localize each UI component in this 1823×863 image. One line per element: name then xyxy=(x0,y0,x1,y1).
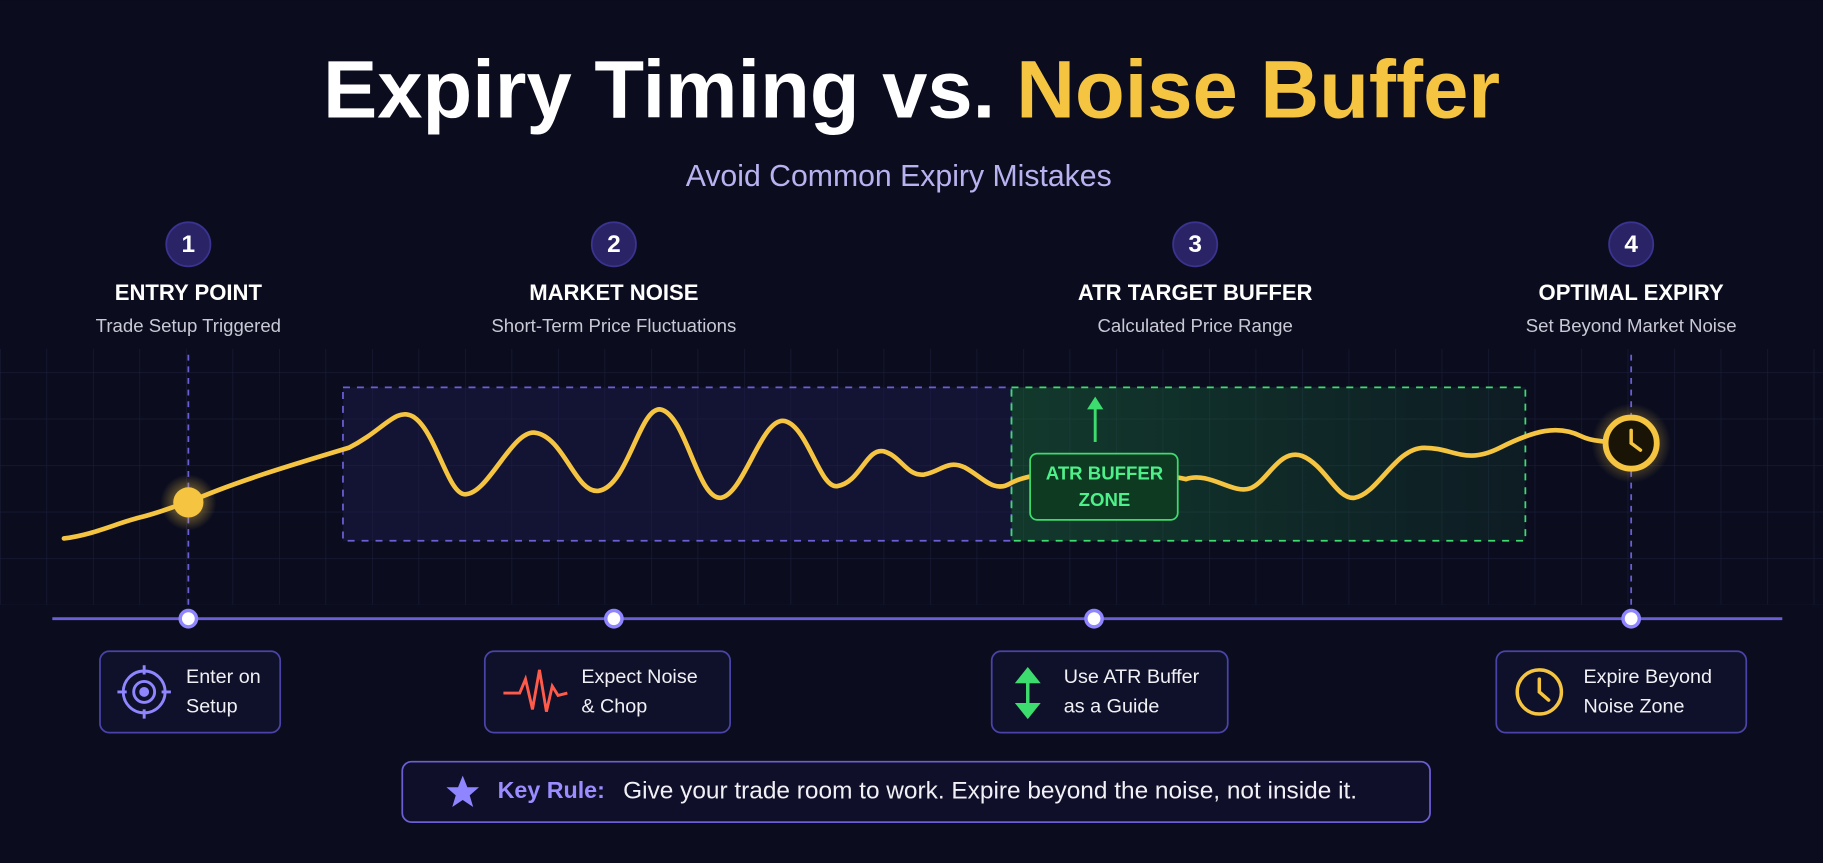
step-title: OPTIMAL EXPIRY xyxy=(1539,280,1725,305)
tip-text: as a Guide xyxy=(1064,695,1160,717)
tip-text: & Chop xyxy=(581,695,647,717)
step-number: 3 xyxy=(1188,231,1202,258)
buffer-icon xyxy=(1014,667,1041,720)
step-subtitle: Set Beyond Market Noise xyxy=(1526,315,1737,336)
zone-label: ZONE xyxy=(1079,489,1131,510)
tip-box xyxy=(1495,650,1748,734)
arrow-head xyxy=(1087,396,1104,410)
step-number: 1 xyxy=(182,231,196,258)
tips: Enter on Setup Expect Noise & Chop Use ATR B… xyxy=(99,650,1748,734)
key-rule-text: Give your trade room to work. Expire bey… xyxy=(623,777,1357,804)
tip-text: Enter on xyxy=(186,666,261,688)
clock-hands xyxy=(1629,428,1643,452)
key-rule-box xyxy=(401,760,1431,824)
tip-icons xyxy=(117,665,1564,720)
key-rule-label: Key Rule: xyxy=(498,777,605,803)
title: Expiry Timing vs. Noise Buffer xyxy=(323,44,1500,135)
step-number: 4 xyxy=(1624,231,1638,258)
tip-text: Setup xyxy=(186,695,238,717)
tip-box xyxy=(99,650,282,734)
step-badge xyxy=(165,221,212,268)
step-subtitle: Short-Term Price Fluctuations xyxy=(491,315,736,336)
tip-text: Use ATR Buffer xyxy=(1064,666,1200,688)
timeline-dot xyxy=(1084,608,1104,629)
steps: 1 ENTRY POINT Trade Setup Triggered 2 MARKET… xyxy=(96,221,1737,629)
price-curve xyxy=(61,407,1634,541)
step-badge xyxy=(1172,221,1219,268)
step-title: ENTRY POINT xyxy=(115,280,263,305)
timeline-dot xyxy=(178,608,199,629)
subtitle: Avoid Common Expiry Mistakes xyxy=(686,160,1112,193)
zone-label-box xyxy=(1029,452,1179,521)
tip-text: Expire Beyond xyxy=(1583,666,1711,688)
timeline-dot xyxy=(1621,608,1642,629)
title-main: Expiry Timing vs. xyxy=(323,44,995,135)
step-title: MARKET NOISE xyxy=(529,280,698,305)
timeline-dot xyxy=(603,608,624,629)
title-highlight: Noise Buffer xyxy=(1016,44,1500,135)
step-badge xyxy=(1608,221,1655,268)
step-title: ATR TARGET BUFFER xyxy=(1078,280,1313,305)
clock-icon xyxy=(1515,668,1564,716)
step-subtitle: Trade Setup Triggered xyxy=(96,315,281,336)
noise-icon xyxy=(503,669,568,713)
tip-text: Noise Zone xyxy=(1583,695,1684,717)
step-number: 2 xyxy=(607,231,621,258)
tip-text: Expect Noise xyxy=(581,666,697,688)
zone-label: ATR BUFFER xyxy=(1046,462,1164,483)
star-icon xyxy=(446,775,480,808)
step-badge xyxy=(590,221,637,268)
tip-box xyxy=(483,650,732,734)
step-subtitle: Calculated Price Range xyxy=(1098,315,1293,336)
entry-dot xyxy=(173,487,204,518)
tip-box xyxy=(990,650,1229,734)
target-icon xyxy=(117,665,171,719)
